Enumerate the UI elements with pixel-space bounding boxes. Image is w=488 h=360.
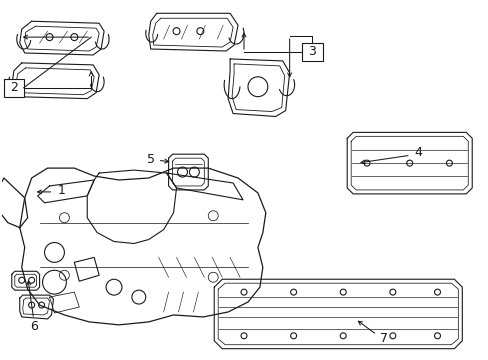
Text: 3: 3: [308, 45, 316, 58]
Text: 7: 7: [379, 332, 387, 345]
Text: 2: 2: [10, 81, 18, 94]
Text: 4: 4: [414, 146, 422, 159]
Text: 1: 1: [58, 184, 65, 197]
Text: 5: 5: [146, 153, 154, 166]
Text: 6: 6: [30, 320, 38, 333]
Bar: [4, 79, 24, 96]
Bar: [301, 43, 323, 61]
